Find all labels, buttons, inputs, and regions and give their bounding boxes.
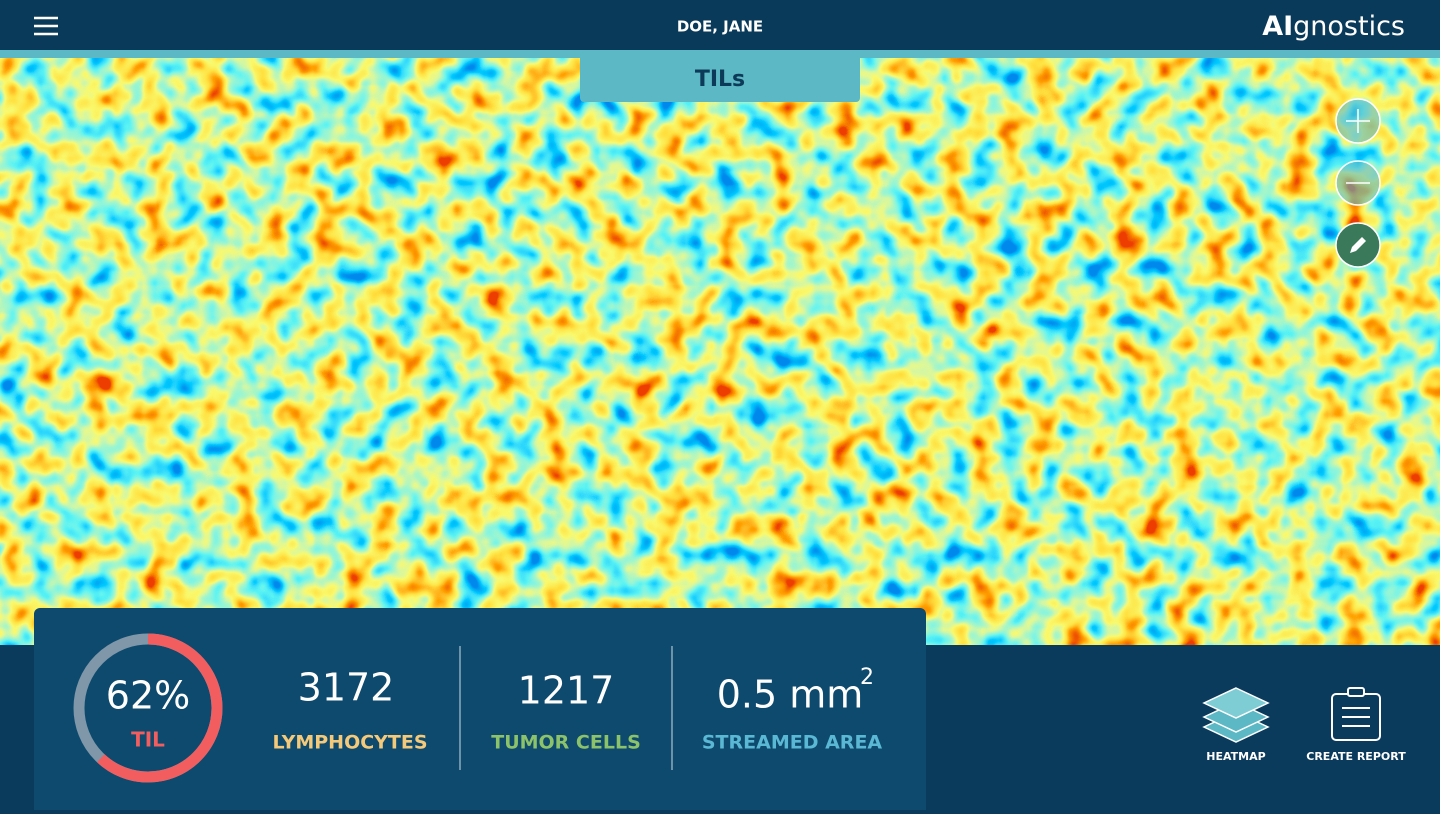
stat-value: 3172 <box>298 666 395 710</box>
logo-rest: gnostics <box>1293 11 1405 42</box>
menu-icon[interactable] <box>34 16 58 36</box>
logo: AIgnostics <box>1262 11 1405 42</box>
logo-bold: AI <box>1262 11 1293 42</box>
stat-label: LYMPHOCYTES <box>272 732 427 754</box>
heatmap-view[interactable] <box>0 58 1440 645</box>
header-bar <box>0 0 1440 50</box>
layer-tab-label[interactable]: TILs <box>695 67 745 92</box>
zoom-in[interactable] <box>1335 98 1381 144</box>
draw-tool[interactable] <box>1335 222 1381 268</box>
layer-tab[interactable] <box>580 52 860 102</box>
stat-label: TUMOR CELLS <box>491 732 641 754</box>
heatmap-icon[interactable] <box>1202 687 1270 743</box>
report-icon[interactable] <box>1331 687 1381 741</box>
patient-name: DOE, JANE <box>677 18 763 36</box>
summary-panel <box>34 608 926 814</box>
til-value: 62% <box>106 674 190 718</box>
stat-value: 1217 <box>518 669 615 713</box>
til-arc <box>97 633 223 783</box>
stat-label: STREAMED AREA <box>702 732 883 754</box>
zoom-out[interactable] <box>1335 160 1381 206</box>
area-value: 0.5 mm <box>717 673 864 717</box>
heatmap-button[interactable]: HEATMAP <box>1206 750 1265 763</box>
til-label: TIL <box>131 728 165 752</box>
report-button[interactable]: CREATE REPORT <box>1306 750 1406 763</box>
area-exponent: 2 <box>860 665 874 690</box>
